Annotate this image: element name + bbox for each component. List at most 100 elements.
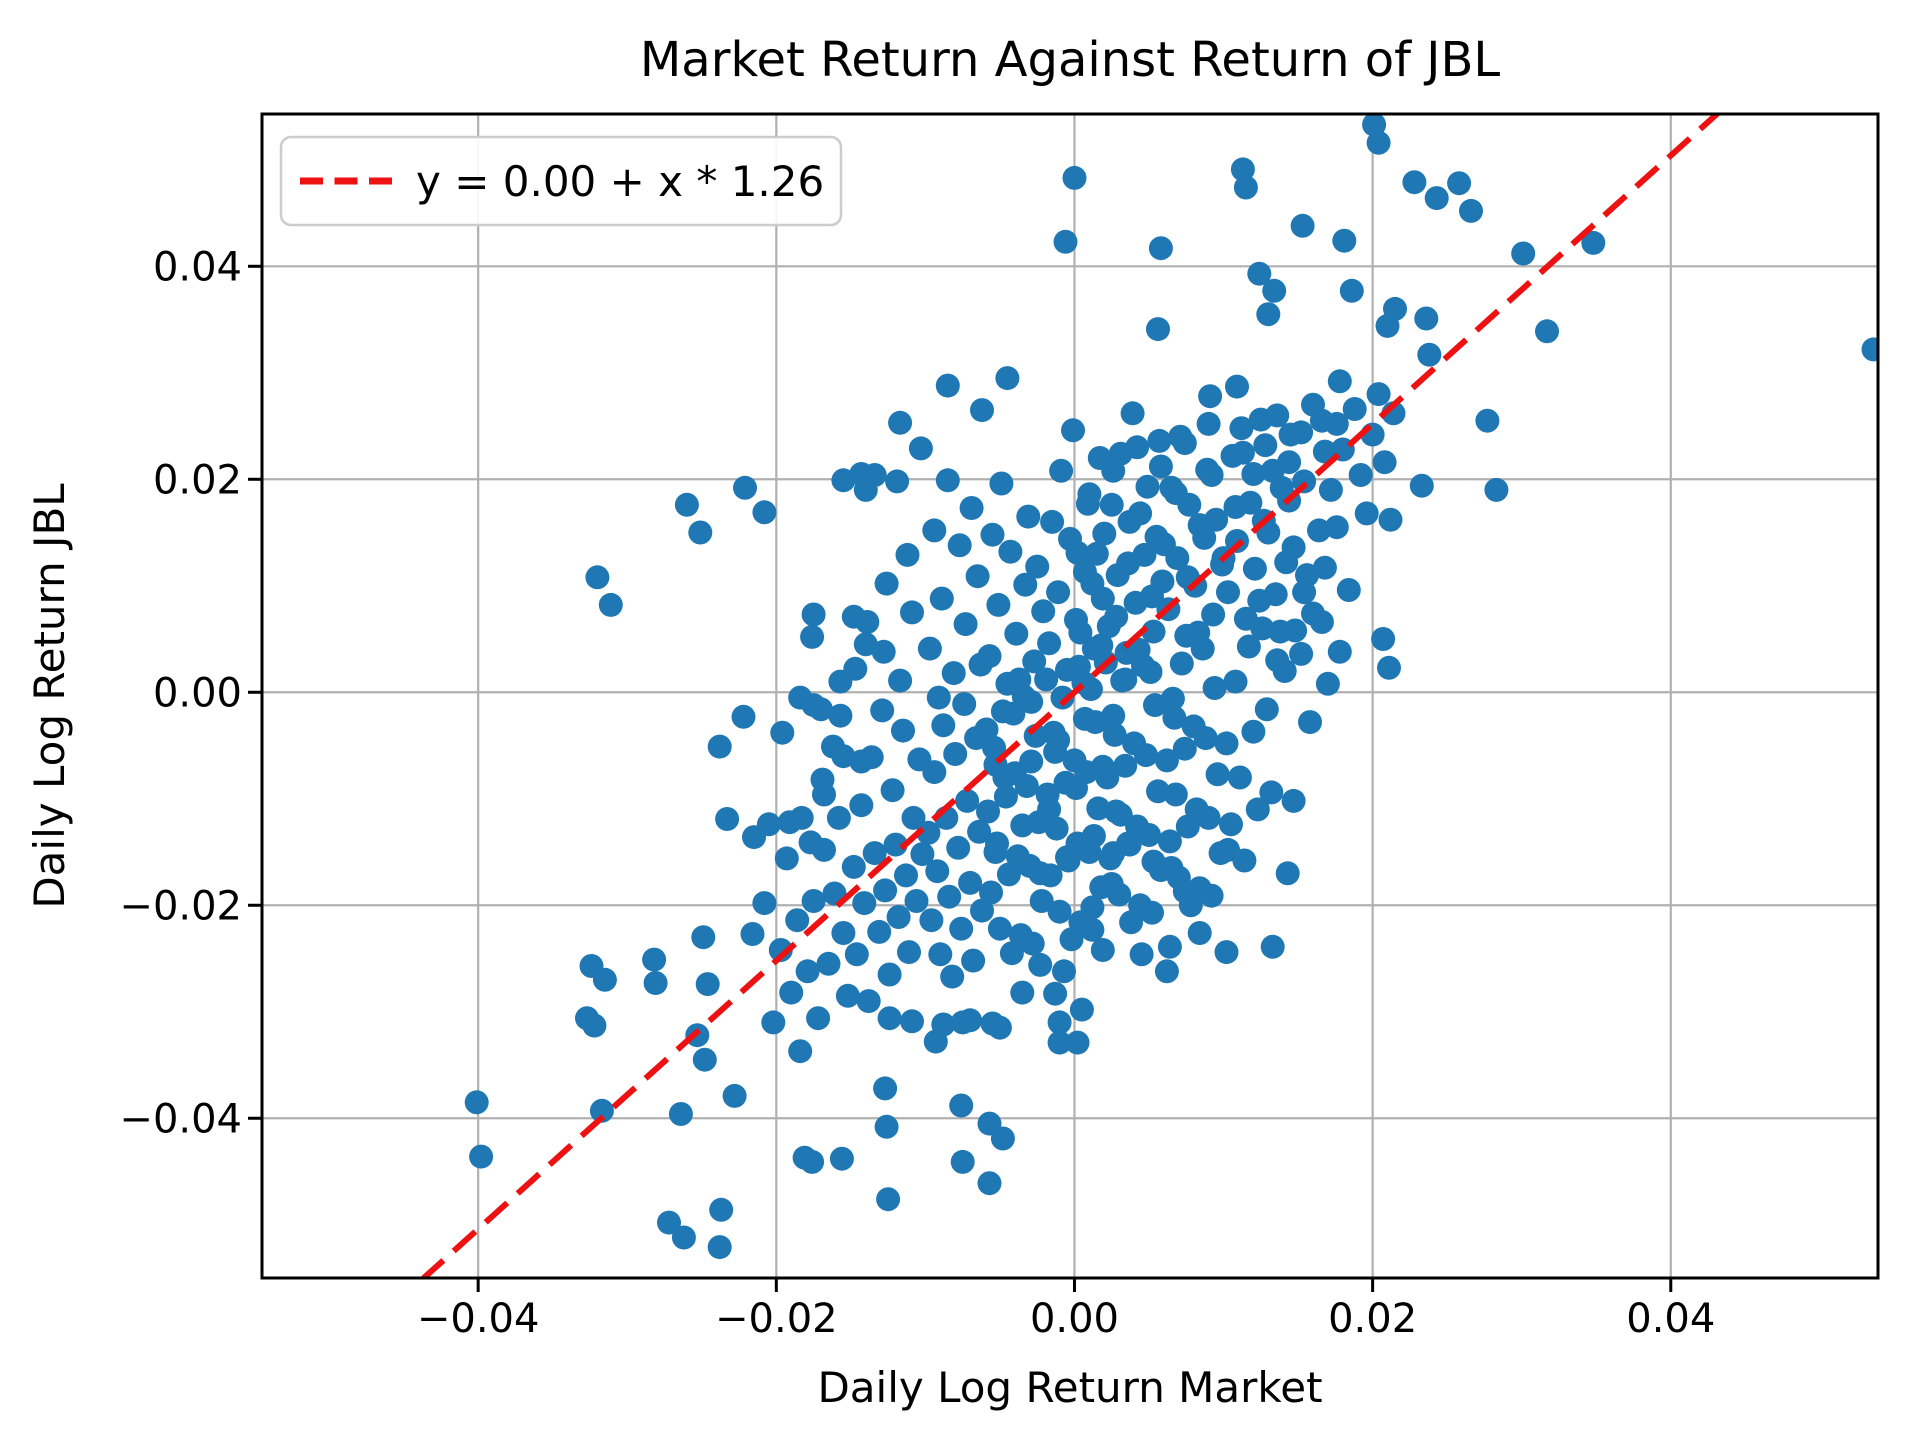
data-point <box>1187 921 1212 945</box>
data-point <box>756 812 781 837</box>
data-point <box>931 713 956 738</box>
data-point <box>1424 186 1449 211</box>
data-point <box>1025 554 1050 579</box>
data-point <box>1092 521 1117 546</box>
data-point <box>1196 411 1221 436</box>
data-point <box>761 1010 786 1035</box>
data-point <box>722 1083 747 1108</box>
data-point <box>867 919 892 944</box>
data-point <box>835 983 860 1008</box>
data-point <box>977 1171 1002 1196</box>
data-point <box>1080 917 1105 942</box>
data-point <box>1327 639 1352 664</box>
data-point <box>1160 686 1185 711</box>
data-point <box>1037 631 1062 656</box>
data-point <box>967 819 992 844</box>
x-tick-label: 0.04 <box>1626 1296 1715 1342</box>
data-point <box>1046 728 1071 753</box>
data-point <box>900 600 924 625</box>
data-point <box>1157 829 1182 854</box>
data-point <box>998 539 1023 564</box>
data-point <box>1147 428 1172 453</box>
data-point <box>1046 580 1071 605</box>
data-point <box>789 805 814 830</box>
data-point <box>1202 676 1227 700</box>
data-point <box>1327 369 1352 394</box>
data-point <box>955 788 980 813</box>
data-point <box>1013 572 1038 597</box>
data-point <box>1289 420 1314 445</box>
data-point <box>885 469 910 494</box>
data-point <box>873 878 898 903</box>
data-point <box>1128 501 1153 526</box>
data-point <box>1140 900 1164 925</box>
data-point <box>1134 743 1158 768</box>
data-point <box>852 891 877 916</box>
data-point <box>1047 1030 1072 1055</box>
data-point <box>1402 170 1427 195</box>
data-point <box>1066 654 1091 679</box>
data-point <box>691 925 716 950</box>
data-point <box>1081 824 1106 848</box>
data-point <box>940 964 965 989</box>
data-point <box>1016 504 1041 529</box>
data-point <box>870 698 895 723</box>
data-point <box>1511 241 1536 266</box>
y-tick-label: 0.04 <box>153 244 242 290</box>
data-point <box>1242 556 1267 581</box>
data-point <box>643 971 668 995</box>
data-point <box>707 1235 732 1260</box>
data-point <box>1315 671 1340 696</box>
data-point <box>980 522 1005 547</box>
data-point <box>1229 416 1254 441</box>
data-point <box>950 1010 975 1035</box>
data-point <box>1447 171 1472 196</box>
data-point <box>1172 431 1197 456</box>
data-point <box>1336 578 1361 602</box>
data-point <box>1484 477 1509 502</box>
data-point <box>671 1225 696 1250</box>
data-point <box>1241 719 1266 744</box>
data-point <box>774 846 799 871</box>
data-point <box>888 410 913 435</box>
data-point <box>1028 952 1053 977</box>
data-point <box>1256 302 1281 327</box>
data-point <box>949 916 974 941</box>
data-point <box>1113 753 1138 778</box>
data-point <box>1141 619 1166 644</box>
data-point <box>1220 443 1245 468</box>
data-point <box>1186 620 1211 645</box>
data-point <box>1090 938 1115 962</box>
data-point <box>1225 529 1249 553</box>
data-point <box>974 717 999 742</box>
data-point <box>947 533 972 558</box>
x-tick-label: −0.04 <box>417 1296 540 1342</box>
data-point <box>1052 959 1076 984</box>
legend-box <box>279 135 843 227</box>
data-point <box>1208 841 1233 866</box>
data-point <box>1061 418 1085 443</box>
data-point <box>1227 765 1252 790</box>
data-point <box>800 624 825 649</box>
data-point <box>922 760 947 785</box>
data-point <box>1309 610 1334 634</box>
data-point <box>1312 555 1337 580</box>
chart-title: Market Return Against Return of JBL <box>640 32 1501 88</box>
data-point <box>843 656 868 681</box>
data-point <box>598 592 623 617</box>
data-point <box>1241 462 1266 486</box>
data-point <box>901 805 926 830</box>
data-point <box>1072 706 1097 731</box>
data-point <box>688 520 713 545</box>
data-point <box>1044 816 1069 841</box>
data-point <box>1298 710 1322 735</box>
data-point <box>1301 392 1325 417</box>
regression-line <box>419 114 1722 1278</box>
data-point <box>1245 797 1270 822</box>
data-point <box>856 989 881 1014</box>
data-point <box>1151 532 1176 557</box>
data-point <box>1417 342 1442 367</box>
data-point <box>946 835 971 860</box>
data-point <box>642 947 667 972</box>
data-point <box>1247 261 1272 286</box>
